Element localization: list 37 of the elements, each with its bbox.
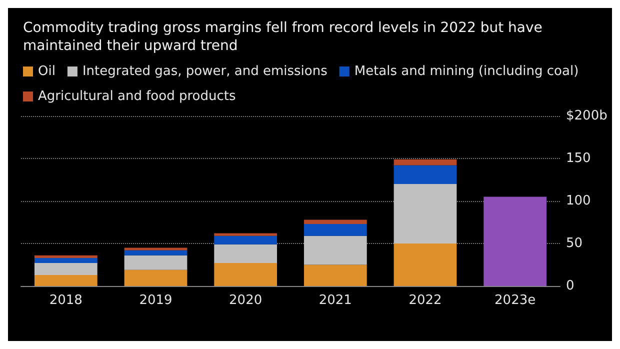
- bar: [394, 244, 457, 286]
- legend-label: Integrated gas, power, and emissions: [82, 64, 328, 79]
- y-tick-label: 150: [566, 151, 591, 166]
- bar: [124, 270, 188, 286]
- bar: [304, 224, 367, 236]
- bar: [34, 263, 98, 275]
- legend-label: Oil: [38, 64, 56, 79]
- bar: [484, 196, 547, 286]
- bar: [124, 250, 188, 256]
- x-tick-label: 2023e: [494, 293, 536, 308]
- bar: [124, 255, 188, 270]
- bar: [304, 220, 367, 224]
- legend-label: Metals and mining (including coal): [354, 64, 579, 79]
- legend-label: Agricultural and food products: [38, 89, 236, 104]
- x-tick-label: 2021: [318, 293, 352, 308]
- bar: [34, 274, 98, 286]
- x-tick-label: 2018: [49, 293, 82, 308]
- y-tick-label: $200b: [566, 108, 608, 124]
- bar: [214, 244, 278, 264]
- bar: [34, 258, 98, 264]
- bar: [304, 236, 367, 265]
- y-tick-label: 100: [566, 194, 591, 208]
- bar: [394, 184, 457, 244]
- chart-title: Commodity trading gross margins fell from record levels in 2022 but have maintained their upward trend: [23, 20, 547, 54]
- bar: [124, 248, 188, 250]
- bar: [394, 159, 457, 166]
- x-tick-label: 2022: [408, 293, 442, 308]
- x-tick-label: 2020: [229, 293, 262, 308]
- bar: [214, 236, 278, 244]
- bar: [34, 255, 98, 258]
- bar: [304, 264, 367, 286]
- bar: [214, 263, 278, 286]
- bar: [214, 233, 278, 236]
- x-tick-label: 2019: [139, 293, 172, 308]
- y-tick-label: 0: [566, 278, 574, 294]
- y-tick-label: 50: [566, 236, 583, 251]
- bar: [394, 165, 457, 184]
